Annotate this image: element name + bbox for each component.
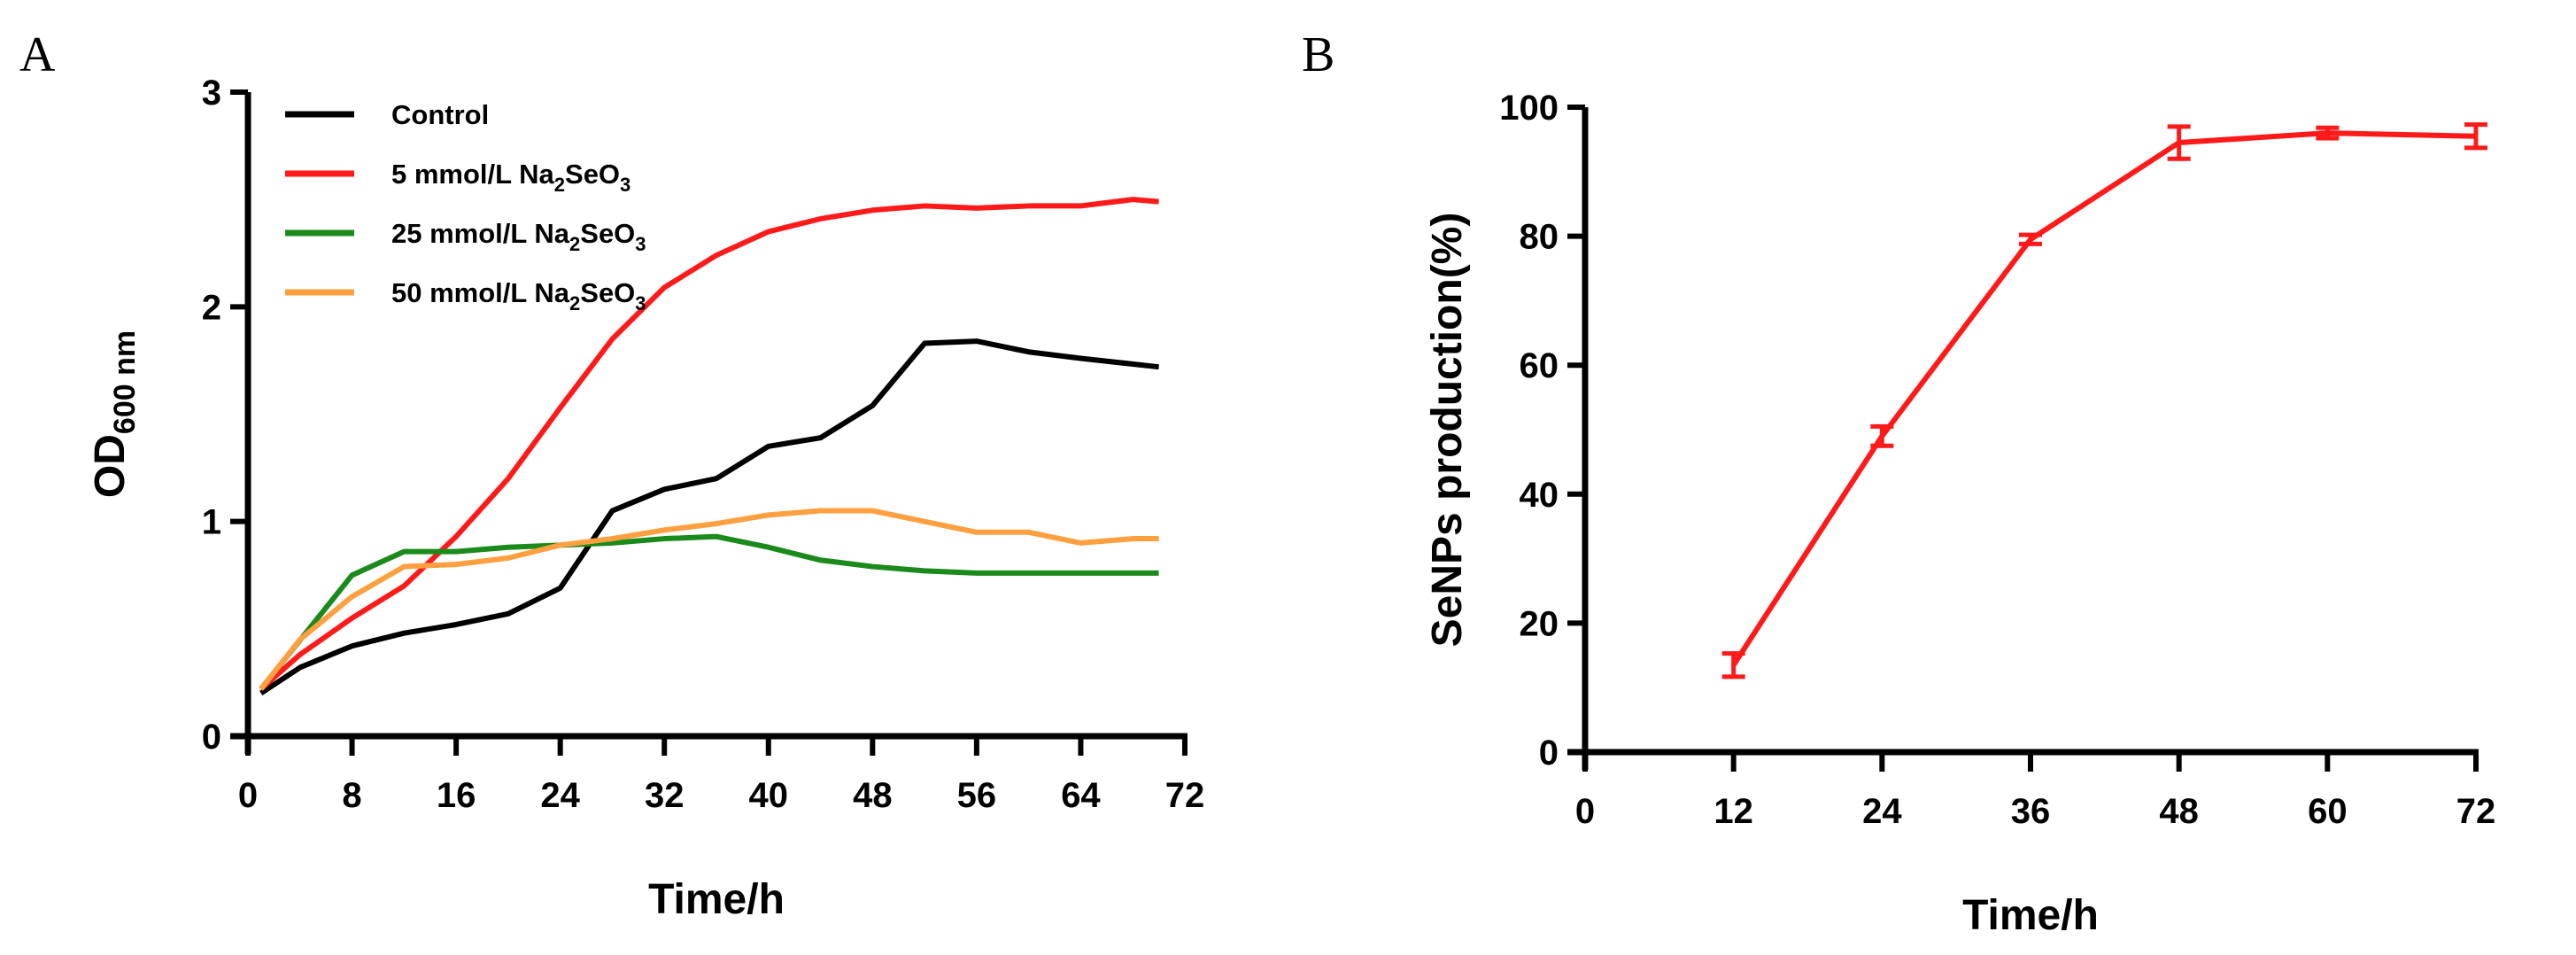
- x-tick-label: 48: [2159, 792, 2199, 831]
- y-axis-title-subscript: 600 nm: [108, 330, 142, 434]
- x-tick-label: 72: [2456, 792, 2496, 831]
- x-tick-label: 64: [1061, 776, 1101, 815]
- legend-subscript: 3: [635, 292, 646, 314]
- legend-label: 25 mmol/L Na2SeO3: [391, 218, 646, 255]
- y-axis-title: SeNPs production(%): [1424, 213, 1471, 648]
- legend-text: SeO: [580, 277, 635, 308]
- x-tick-label: 48: [853, 776, 893, 815]
- y-tick-label: 0: [1539, 734, 1559, 773]
- chart-B: B 0 20 40 60 80 100 0 12 24 36 48 60 72 Time/h SeNPs pr…: [1302, 27, 2495, 939]
- legend-subscript: 3: [635, 233, 646, 255]
- y-tick-label: 60: [1520, 346, 1559, 385]
- legend-text: SeO: [565, 159, 620, 190]
- series-line-3: [259, 508, 1159, 691]
- error-bar: [2464, 122, 2487, 151]
- legend-text: 5 mmol/L Na: [391, 159, 555, 190]
- legend-subscript: 2: [569, 233, 580, 255]
- y-axis-title: OD600 nm: [87, 330, 142, 498]
- x-tick-label: 16: [437, 776, 476, 815]
- legend-subscript: 2: [569, 292, 580, 314]
- error-bar: [2167, 124, 2191, 161]
- panel-label: A: [19, 27, 56, 82]
- legend-text: SeO: [580, 218, 635, 249]
- y-tick-label: 0: [202, 718, 221, 757]
- y-tick-label: 3: [202, 74, 221, 113]
- legend-text: 50 mmol/L Na: [391, 277, 570, 308]
- error-bar: [1721, 651, 1745, 679]
- x-tick-label: 8: [342, 776, 361, 815]
- legend-text: 25 mmol/L Na: [391, 218, 570, 249]
- error-bar: [2316, 125, 2340, 141]
- error-bar: [1870, 423, 1894, 448]
- panel-label: B: [1302, 27, 1334, 82]
- x-tick-label: 56: [957, 776, 997, 815]
- y-tick-label: 20: [1520, 604, 1559, 643]
- legend-label: 50 mmol/L Na2SeO3: [391, 277, 646, 314]
- x-axis-title: Time/h: [648, 876, 785, 923]
- x-tick-label: 36: [2011, 792, 2051, 831]
- y-tick-label: 1: [202, 503, 221, 542]
- y-tick-label: 100: [1499, 89, 1559, 128]
- y-axis-title-main: OD: [87, 434, 134, 498]
- legend-label: Control: [391, 99, 489, 130]
- y-tick-label: 2: [202, 288, 221, 327]
- x-tick-label: 60: [2308, 792, 2348, 831]
- x-tick-label: 24: [540, 776, 580, 815]
- y-tick-label: 80: [1520, 218, 1559, 257]
- legend-label: 5 mmol/L Na2SeO3: [391, 159, 630, 196]
- legend-text: Control: [391, 99, 489, 130]
- series-line-2: [259, 533, 1159, 691]
- legend-subscript: 2: [554, 174, 565, 196]
- x-axis-title: Time/h: [1962, 892, 2099, 939]
- series-line-0: [259, 338, 1159, 696]
- y-tick-label: 40: [1520, 476, 1559, 515]
- x-tick-label: 32: [645, 776, 685, 815]
- x-tick-label: 72: [1165, 776, 1205, 815]
- legend-subscript: 3: [620, 174, 630, 196]
- x-tick-label: 0: [238, 776, 258, 815]
- series-line-1: [259, 197, 1159, 691]
- error-bar: [2019, 232, 2042, 246]
- x-tick-label: 40: [749, 776, 789, 815]
- x-tick-label: 0: [1575, 792, 1595, 831]
- x-tick-label: 24: [1862, 792, 1902, 831]
- series-line: [1731, 130, 2477, 667]
- x-tick-label: 12: [1713, 792, 1753, 831]
